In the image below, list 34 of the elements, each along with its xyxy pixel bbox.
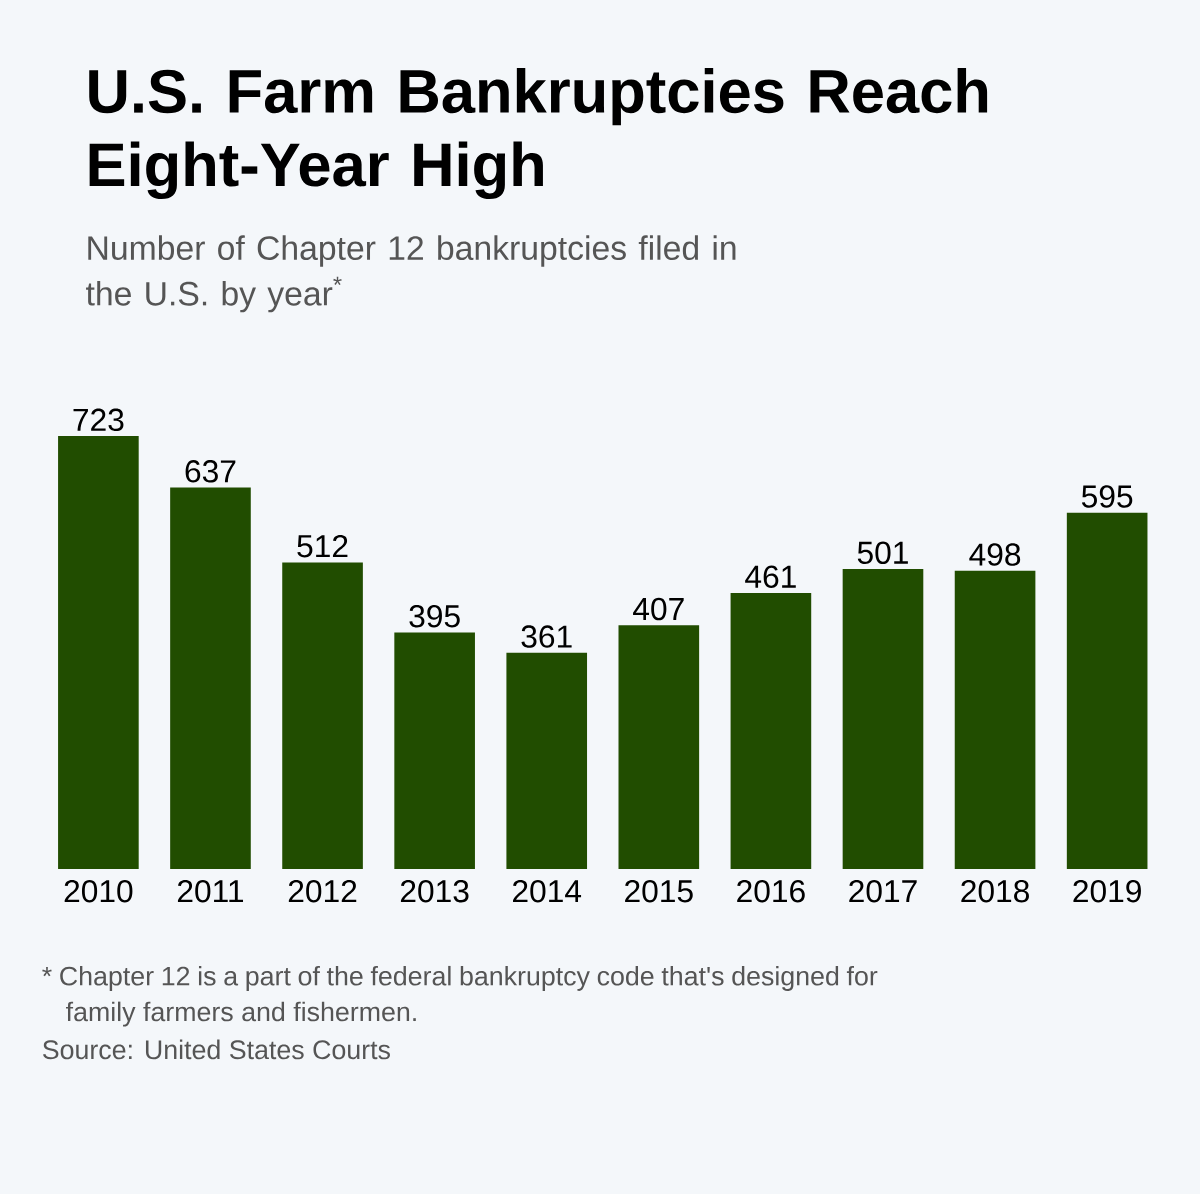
data-label: 512 — [297, 534, 348, 558]
bar — [170, 487, 251, 869]
bar — [282, 562, 363, 869]
x-tick-label: 2011 — [177, 879, 244, 903]
bar — [730, 592, 812, 869]
data-label: 595 — [1081, 485, 1133, 508]
x-tick-label: 2012 — [288, 879, 357, 903]
source-note: Source: United States Courts — [42, 1039, 390, 1060]
text: * Chapter 12 is a part of the federal bankruptcy code that's designed for family farmers and fishermen. — [42, 965, 878, 1027]
bar — [1066, 512, 1148, 869]
x-tick-label: 2019 — [1073, 879, 1141, 903]
data-label: 407 — [633, 597, 684, 621]
data-label: 723 — [73, 408, 124, 431]
bar — [842, 568, 924, 869]
x-tick-label: 2014 — [513, 879, 582, 903]
bar — [618, 625, 700, 869]
x-tick-label: 2017 — [849, 879, 917, 903]
chart-subtitle: Number of Chapter 12 bankruptcies filed in the U.S. by year$^{*}$ — [86, 235, 736, 313]
x-tick-label: 2013 — [400, 879, 469, 903]
x-tick-label: 2018 — [961, 879, 1029, 903]
data-label: 461 — [745, 565, 796, 588]
bar — [58, 435, 139, 869]
chart-title: U.S. Farm Bankruptcies Reach Eight-Year High — [89, 67, 988, 199]
x-tick-label: 2015 — [625, 879, 693, 903]
bar — [954, 570, 1036, 869]
data-label: 637 — [185, 459, 236, 483]
x-tick-label: 2016 — [737, 879, 805, 903]
data-label: 395 — [409, 604, 460, 628]
data-label: 361 — [521, 625, 572, 648]
x-tick-label: 2010 — [64, 879, 133, 903]
data-label: 498 — [969, 543, 1021, 566]
bar — [394, 632, 475, 869]
bar — [506, 652, 588, 869]
data-label: 501 — [857, 541, 908, 564]
